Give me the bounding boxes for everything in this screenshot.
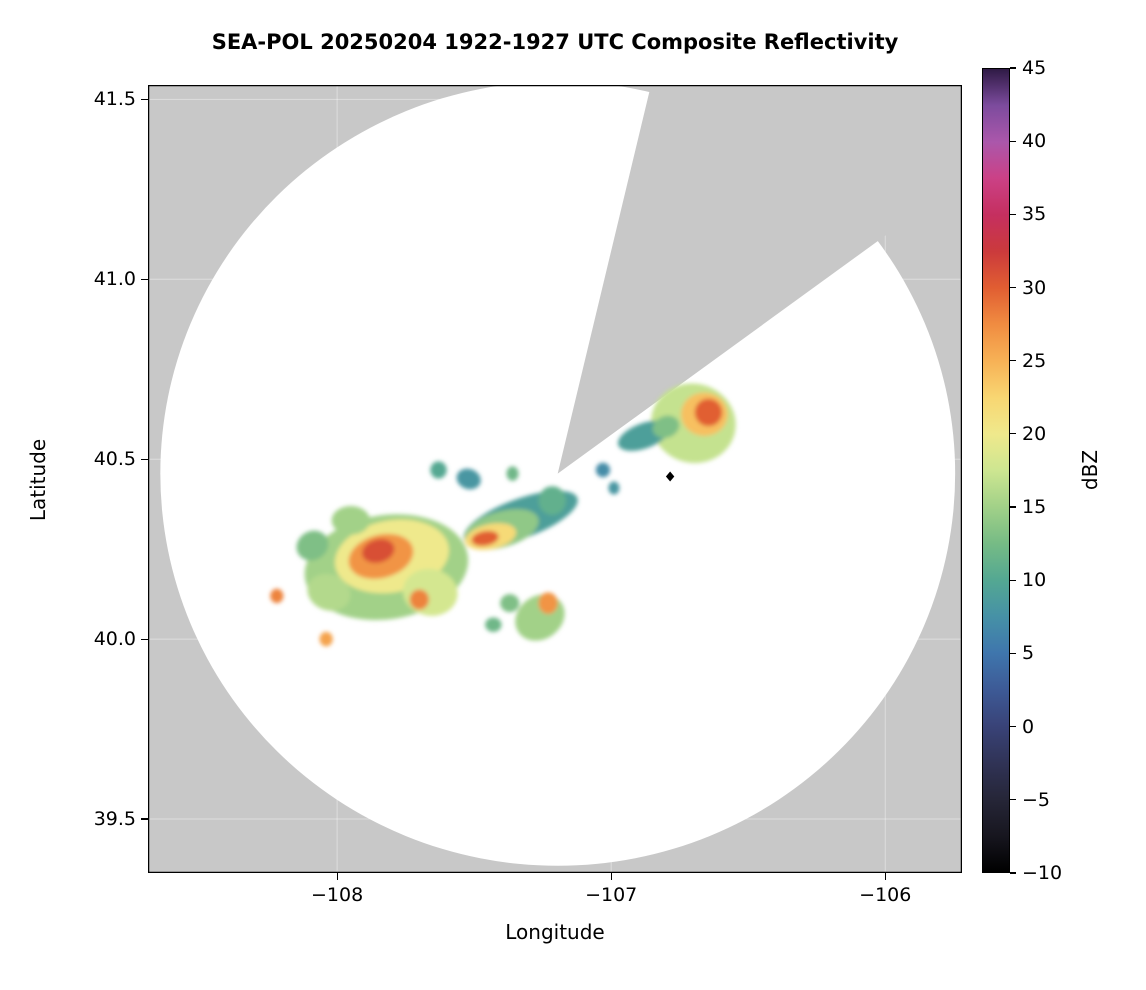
radar-echo [694,398,723,427]
colorbar-tick-mark [1010,872,1016,874]
radar-echo [506,466,519,481]
radar-echo [608,481,620,495]
colorbar-tick-label: 0 [1022,715,1035,738]
colorbar-tick-label: 20 [1022,422,1047,445]
radar-echo [456,468,481,490]
colorbar-tick-label: 5 [1022,642,1035,665]
x-tick-label: −108 [311,884,364,906]
colorbar-tick-mark [1010,67,1016,69]
radar-echo [538,592,558,614]
radar-echo [409,589,429,610]
colorbar-tick-mark [1010,213,1016,215]
x-tick-mark [610,873,612,880]
radar-echo [331,505,370,535]
colorbar-tick-label: 25 [1022,349,1047,372]
colorbar-tick-label: −5 [1022,788,1051,811]
radar-echo [430,461,447,479]
radar-ppi-svg [148,85,962,873]
colorbar-tick-mark [1010,652,1016,655]
colorbar-tick-label: 45 [1022,57,1047,79]
radar-echo [500,594,520,613]
x-tick-mark [884,873,886,880]
colorbar-gradient [982,68,1010,873]
y-tick-mark [141,818,148,820]
radar-echo [485,617,502,632]
x-tick-mark [336,873,338,880]
radar-echo [270,588,284,604]
x-axis-label: Longitude [505,920,605,944]
radar-echo [296,530,329,561]
radar-plot-canvas [148,85,962,873]
radar-echo [362,539,395,563]
colorbar-tick-mark [1010,799,1016,801]
colorbar-tick-label: 35 [1022,203,1047,226]
y-tick-label: 40.5 [93,448,136,471]
y-tick-mark [141,278,148,280]
radar-echo [471,530,499,546]
colorbar-tick-label: −10 [1022,862,1063,884]
colorbar-label: dBZ [1078,449,1102,491]
y-tick-label: 41.0 [93,268,136,291]
colorbar-tick-mark [1010,286,1016,289]
site-marker-icon [665,471,675,482]
radar-echo [319,631,333,647]
plot-frame [148,85,962,873]
y-tick-label: 39.5 [93,808,136,831]
colorbar-tick-mark [1010,433,1016,435]
colorbar-tick-label: 30 [1022,276,1047,299]
colorbar-tick-mark [1010,579,1016,581]
radar-echo [595,462,611,478]
radar-echo [652,415,680,439]
chart-title: SEA-POL 20250204 1922-1927 UTC Composite… [211,30,899,54]
colorbar-tick-mark [1010,506,1016,508]
x-tick-label: −106 [859,884,912,906]
y-axis-label: Latitude [26,438,50,522]
colorbar-tick-label: 10 [1022,569,1047,592]
colorbar-tick-label: 40 [1022,130,1047,153]
colorbar-tick-label: 15 [1022,496,1047,519]
y-tick-label: 40.0 [93,628,136,651]
colorbar-tick-mark [1010,726,1016,728]
y-tick-mark [141,638,148,640]
x-tick-label: −107 [585,884,638,906]
radar-echo [307,573,351,611]
colorbar-tick-mark [1010,140,1016,142]
y-tick-mark [141,458,148,460]
radar-echo [538,486,566,515]
y-tick-label: 41.5 [93,88,136,111]
colorbar-tick-mark [1010,360,1016,362]
y-tick-mark [141,98,148,100]
blocked-sector-wedge [557,85,962,474]
